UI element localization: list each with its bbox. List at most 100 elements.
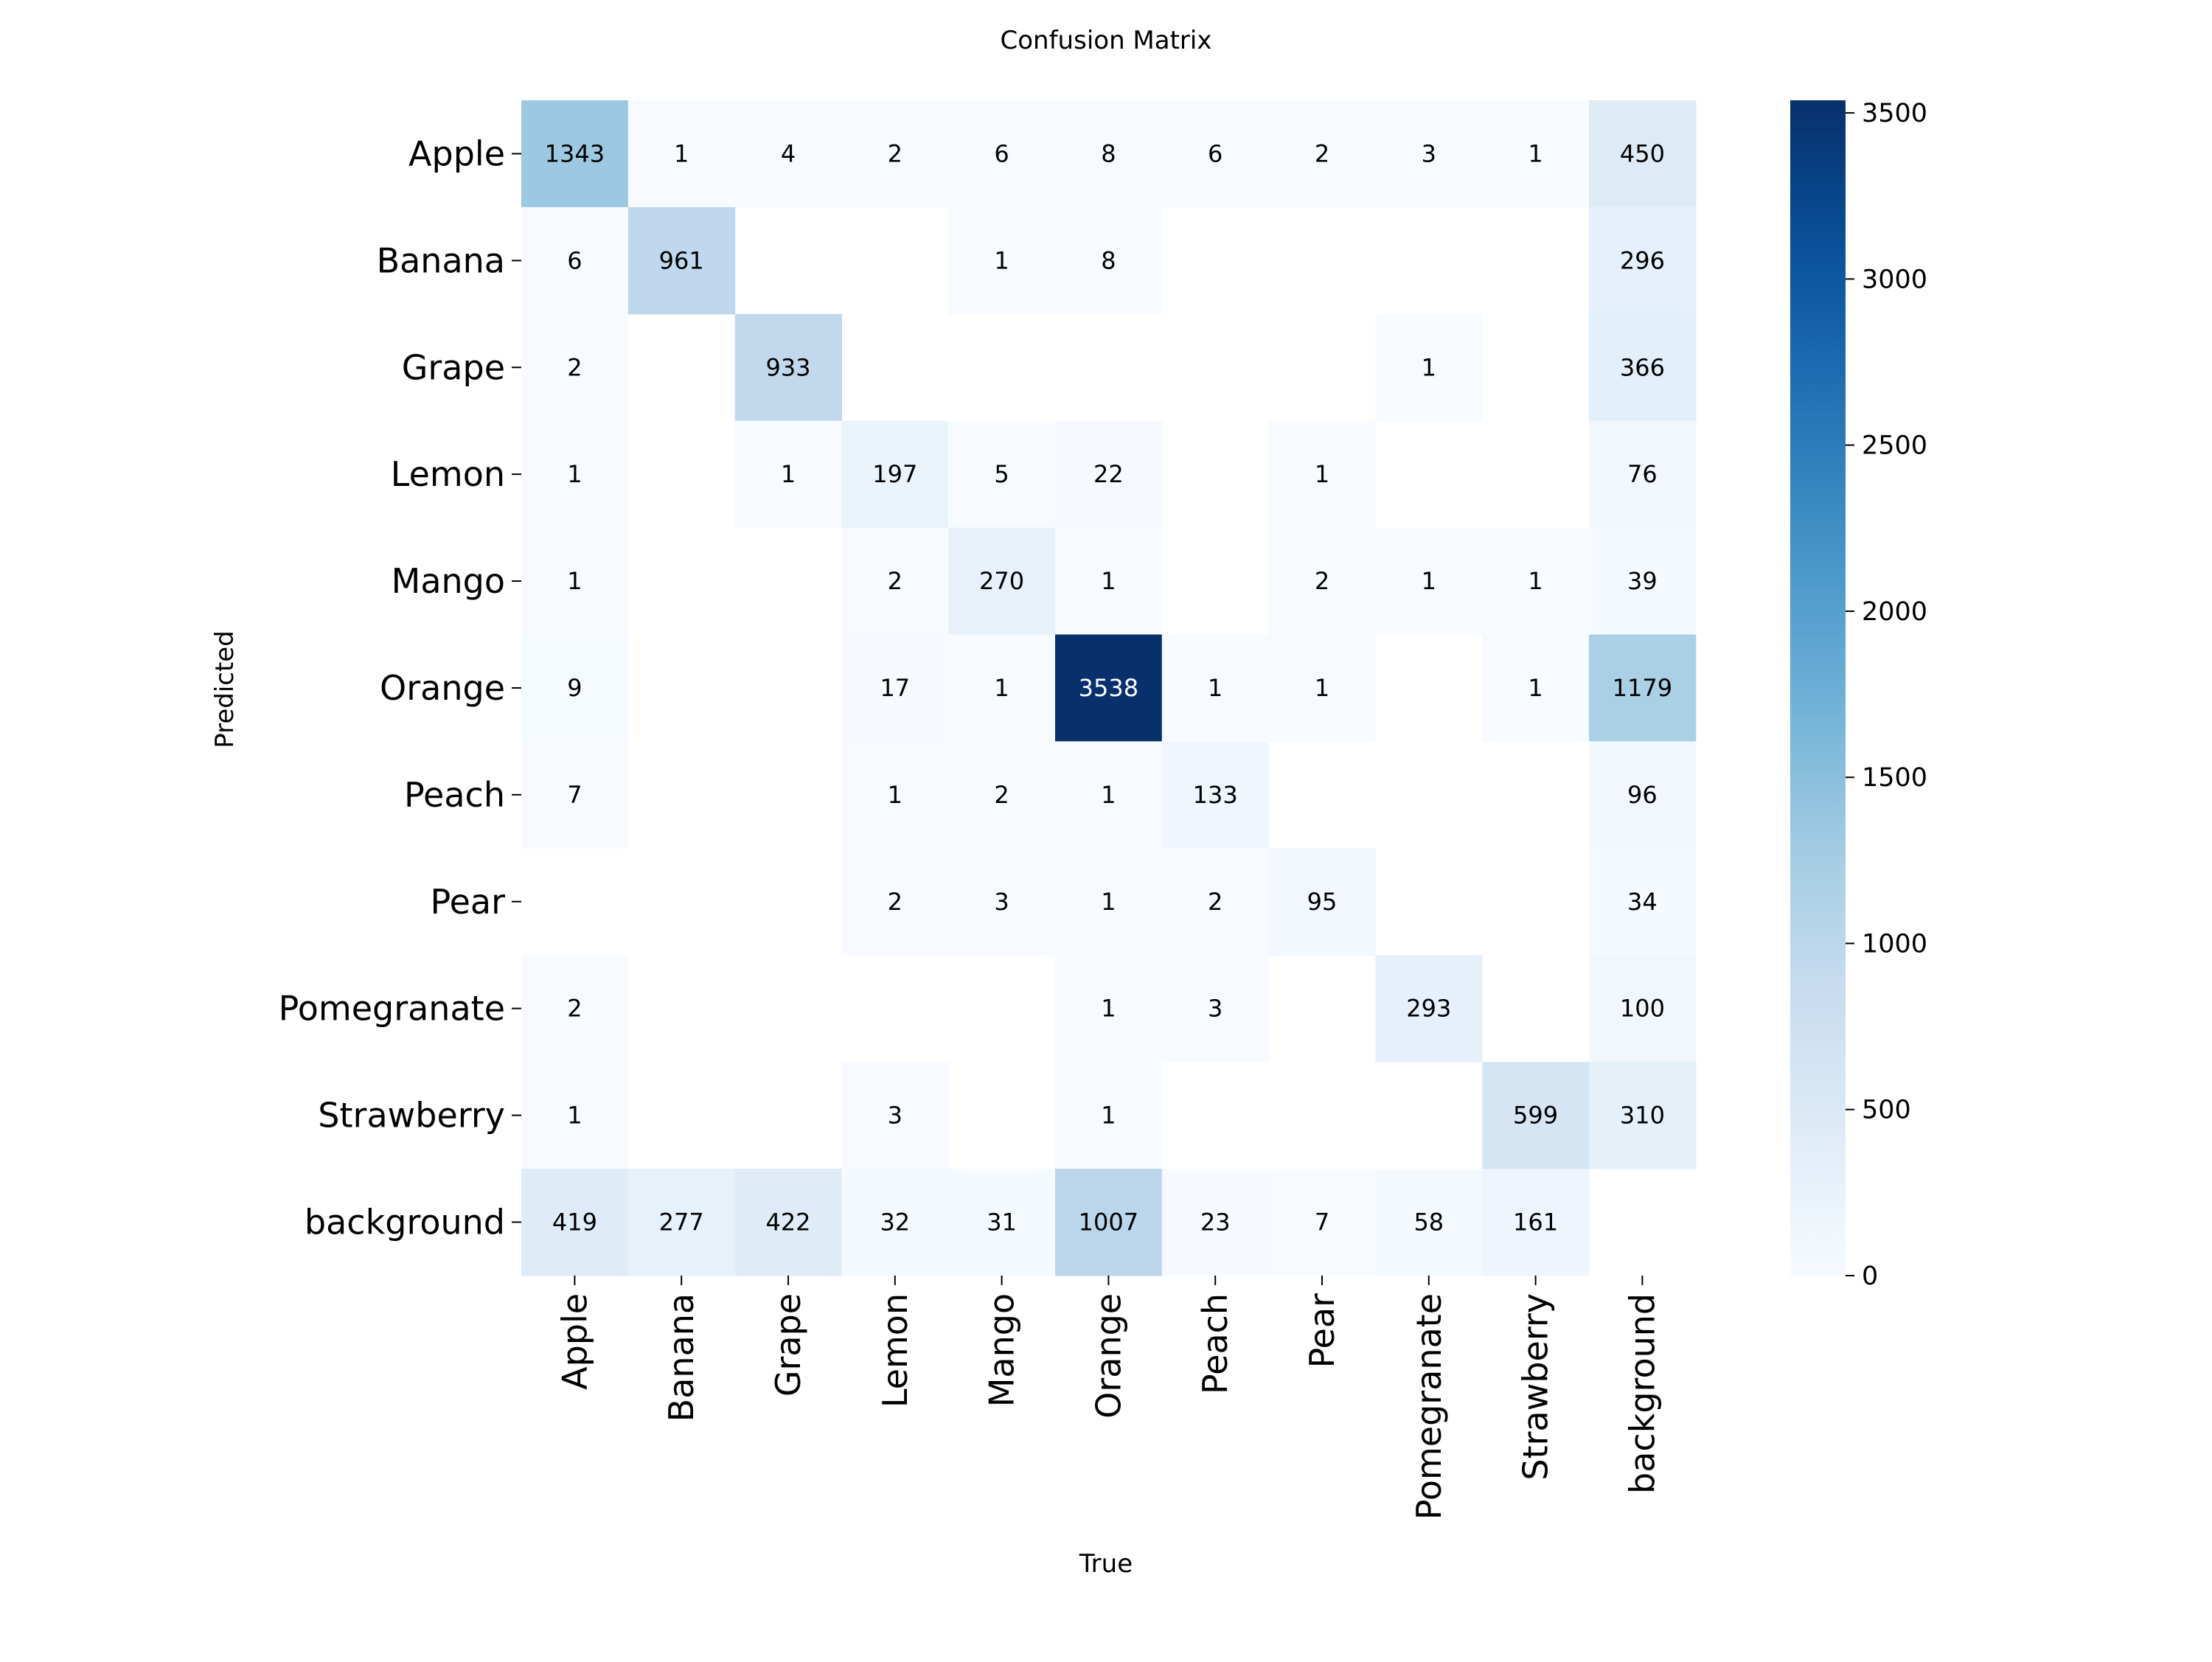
y-tick-label: Strawberry [318, 1096, 505, 1136]
heatmap-cell [1589, 1062, 1697, 1169]
heatmap-cell [1161, 741, 1270, 849]
y-tick-label: Pear [430, 882, 505, 922]
heatmap-cell [1589, 206, 1697, 315]
colorbar-tick-label: 1500 [1862, 763, 1927, 793]
heatmap-cell [521, 1062, 629, 1169]
cell-value-label: 1343 [545, 139, 605, 167]
heatmap-cell [1482, 1169, 1590, 1276]
cell-value-label: 2 [1315, 567, 1329, 595]
cell-value-label: 2 [567, 353, 582, 381]
heatmap-cell [1268, 420, 1376, 529]
cell-value-label: 599 [1513, 1102, 1558, 1130]
heatmap-cell [948, 741, 1056, 849]
cell-value-label: 8 [1101, 139, 1116, 167]
cell-value-label: 23 [1200, 1208, 1231, 1236]
cell-value-label: 2 [888, 888, 902, 916]
cell-value-label: 34 [1627, 888, 1658, 916]
y-tick-label: Apple [408, 133, 505, 173]
cell-value-label: 9 [567, 674, 582, 702]
cell-value-label: 277 [659, 1208, 704, 1236]
y-tick-label: Orange [380, 668, 505, 708]
heatmap-cell [1055, 741, 1163, 849]
cell-value-label: 296 [1620, 246, 1665, 274]
heatmap-cell [1055, 206, 1163, 315]
x-tick-label: Pear [1302, 1293, 1342, 1369]
x-tick-label: Grape [768, 1293, 808, 1397]
heatmap-cell [1589, 313, 1697, 422]
heatmap-cell [1589, 527, 1697, 636]
cell-value-label: 58 [1413, 1208, 1444, 1236]
heatmap-cell [1055, 848, 1163, 956]
cell-value-label: 1 [1101, 1102, 1116, 1130]
y-tick-label: background [305, 1202, 505, 1242]
heatmap-cell [521, 741, 629, 849]
cell-value-label: 1 [1315, 460, 1329, 488]
cell-value-label: 32 [880, 1208, 910, 1236]
heatmap-cell [1482, 527, 1590, 636]
heatmap-cell [521, 527, 629, 636]
cell-value-label: 1 [994, 674, 1009, 702]
cell-value-label: 161 [1513, 1208, 1558, 1236]
y-tick-label: Lemon [391, 454, 505, 494]
heatmap-cell [1055, 955, 1163, 1063]
heatmap-cell [948, 848, 1056, 956]
cell-value-label: 8 [1101, 246, 1116, 274]
cell-value-label: 31 [987, 1208, 1017, 1236]
cell-value-label: 6 [994, 139, 1009, 167]
colorbar-tick-label: 3500 [1862, 99, 1927, 128]
y-tick-label: Pomegranate [279, 989, 505, 1029]
colorbar-tick-label: 1000 [1862, 929, 1927, 959]
cell-value-label: 6 [1208, 139, 1222, 167]
heatmap-cell [521, 100, 629, 208]
heatmap-cell [1589, 741, 1697, 849]
heatmap-cell [841, 420, 949, 529]
column-labels: Apple Banana Grape Lemon Mango Orange Peach Pea… [554, 1275, 1662, 1520]
cell-value-label: 1 [674, 139, 689, 167]
x-tick-label: Banana [661, 1293, 701, 1422]
cell-value-label: 1 [1101, 567, 1116, 595]
heatmap-cell [1268, 1169, 1376, 1276]
y-tick-label: Mango [392, 561, 505, 601]
heatmap-cell [734, 420, 842, 529]
cell-value-label: 1 [1528, 674, 1543, 702]
cell-value-label: 310 [1620, 1102, 1665, 1130]
x-tick-label: Orange [1088, 1293, 1128, 1419]
heatmap-cell [521, 955, 629, 1063]
heatmap-cell [948, 1169, 1056, 1276]
colorbar-tick-label: 2000 [1862, 597, 1927, 627]
cell-value-label: 422 [765, 1208, 810, 1236]
heatmap-cell [734, 1169, 842, 1276]
row-labels: Apple Banana Grape Lemon Mango Orange Peach Pea… [279, 133, 521, 1242]
cell-value-label: 1 [567, 567, 582, 595]
y-axis-label: Predicted [210, 630, 240, 748]
heatmap-cell [841, 527, 949, 636]
heatmap-cell [1375, 527, 1483, 636]
cell-value-label: 1179 [1613, 674, 1672, 702]
y-tick-label: Peach [404, 775, 505, 815]
y-tick-label: Banana [377, 240, 505, 280]
cell-value-label: 39 [1627, 567, 1658, 595]
heatmap-cell [521, 1169, 629, 1276]
cell-value-label: 1 [1528, 567, 1543, 595]
cell-value-label: 2 [1315, 139, 1329, 167]
cell-value-label: 1 [1422, 353, 1436, 381]
cell-value-label: 17 [880, 674, 910, 702]
heatmap-cell [948, 527, 1056, 636]
cell-value-label: 5 [994, 460, 1009, 488]
cell-value-label: 2 [994, 781, 1009, 809]
heatmap-cell [948, 100, 1056, 208]
cell-value-label: 96 [1627, 781, 1658, 809]
heatmap-cell [627, 206, 736, 315]
x-tick-label: Mango [982, 1293, 1022, 1407]
heatmap-cell [1161, 634, 1270, 742]
heatmap-cell [1268, 848, 1376, 956]
colorbar-tick-label: 3000 [1862, 265, 1927, 294]
heatmap-cell [1161, 955, 1270, 1063]
heatmap-cell [841, 741, 949, 849]
heatmap-cell [948, 420, 1056, 529]
cell-value-label: 4 [781, 139, 796, 167]
x-tick-label: Pomegranate [1409, 1293, 1449, 1520]
heatmap-cell [948, 206, 1056, 315]
